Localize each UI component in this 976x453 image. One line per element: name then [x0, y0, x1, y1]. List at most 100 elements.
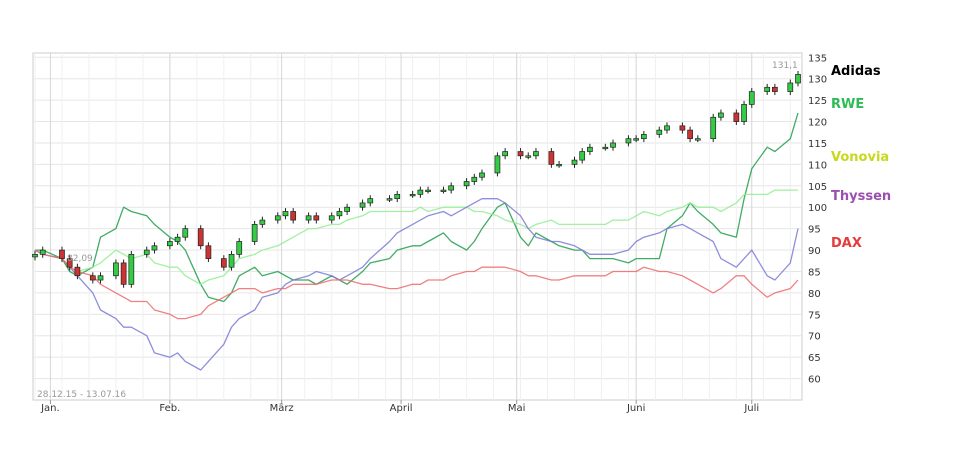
- candle-body: [151, 245, 158, 251]
- candle-body: [440, 189, 447, 192]
- candle-body: [66, 258, 73, 268]
- candle-body: [259, 219, 266, 225]
- y-tick-label: 130: [808, 75, 827, 86]
- candle-body: [764, 86, 771, 92]
- candle-body: [471, 176, 478, 182]
- y-tick-label: 60: [808, 375, 821, 386]
- candle-body: [733, 112, 740, 122]
- candle-body: [463, 181, 470, 187]
- candle-body: [197, 228, 204, 247]
- candle-body: [251, 224, 258, 242]
- series-line-rwe: [35, 112, 799, 303]
- candle-body: [610, 142, 616, 148]
- candle-body: [367, 198, 374, 204]
- candle-body: [336, 211, 343, 217]
- candle-body: [344, 206, 350, 212]
- candle-body: [143, 249, 150, 255]
- candle-body: [359, 202, 366, 208]
- min-value-label: 82,09: [67, 254, 93, 264]
- candle-body: [386, 198, 393, 201]
- candle-body: [633, 138, 640, 141]
- y-tick-label: 115: [808, 139, 827, 150]
- x-tick-label: Juni: [626, 403, 645, 414]
- candle-body: [587, 146, 593, 152]
- candle-body: [602, 146, 609, 150]
- candle-body: [787, 82, 794, 92]
- candle-body: [741, 104, 747, 122]
- candle-body: [32, 253, 38, 258]
- candle-body: [795, 74, 801, 84]
- series-line-dax: [34, 249, 799, 320]
- candle-body: [425, 189, 431, 192]
- candle-body: [494, 155, 501, 174]
- candle-body: [687, 129, 693, 140]
- candle-body: [328, 215, 335, 221]
- candle-body: [579, 151, 586, 161]
- x-tick-label: Juli: [743, 403, 759, 414]
- candle-body: [533, 151, 539, 157]
- series-line-thyssen: [34, 198, 799, 371]
- candle-body: [59, 249, 65, 259]
- candle-body: [128, 253, 135, 285]
- y-tick-label: 125: [808, 96, 827, 107]
- candle-body: [113, 262, 119, 277]
- candle-body: [236, 241, 243, 255]
- candle-body: [417, 189, 424, 195]
- y-tick-label: 70: [808, 332, 821, 343]
- candle-body: [97, 275, 104, 281]
- candle-body: [448, 185, 455, 191]
- candle-body: [290, 211, 297, 221]
- candle-body: [167, 241, 173, 247]
- y-tick-label: 90: [808, 246, 821, 257]
- candle-body: [74, 266, 81, 277]
- candle-body: [656, 129, 663, 135]
- x-tick-label: Jan.: [40, 403, 60, 414]
- legend-label-rwe: RWE: [831, 97, 864, 112]
- candle-body: [39, 249, 46, 255]
- x-tick-label: Feb.: [159, 403, 180, 414]
- candle-body: [182, 228, 189, 238]
- y-axis: 60 65 70 75 80 85 90 95 100 105 110 115 120 125 130 135: [808, 53, 827, 385]
- grid-lines: [33, 53, 802, 400]
- legend-label-thyssen: Thyssen: [831, 189, 891, 204]
- series-line-vonovia: [34, 189, 798, 285]
- candle-body: [120, 262, 127, 285]
- candle-body: [305, 215, 312, 221]
- candle-body: [679, 125, 686, 131]
- x-tick-label: April: [390, 403, 413, 414]
- y-tick-label: 100: [808, 203, 827, 214]
- y-tick-label: 120: [808, 118, 827, 129]
- x-tick-label: März: [270, 403, 294, 414]
- candle-body: [409, 194, 416, 197]
- candlestick-series: [32, 70, 801, 288]
- candle-body: [502, 151, 508, 157]
- candle-body: [228, 253, 235, 268]
- legend: Adidas RWE Vonovia Thyssen DAX: [831, 64, 891, 251]
- candle-body: [282, 211, 289, 217]
- y-tick-label: 65: [808, 353, 821, 364]
- candle-body: [313, 215, 320, 221]
- y-tick-label: 105: [808, 182, 827, 193]
- y-tick-label: 110: [808, 160, 827, 171]
- candle-body: [205, 245, 212, 259]
- candle-body: [748, 91, 755, 105]
- candle-body: [479, 172, 485, 178]
- x-axis: Jan. Feb. März April Mai Juni Juli: [40, 400, 759, 414]
- candle-body: [220, 258, 227, 268]
- y-tick-label: 80: [808, 289, 821, 300]
- candle-body: [556, 164, 562, 167]
- y-tick-label: 135: [808, 53, 827, 64]
- candle-body: [89, 275, 96, 281]
- candle-body: [274, 215, 281, 221]
- legend-label-dax: DAX: [831, 236, 862, 251]
- y-tick-label: 95: [808, 225, 821, 236]
- candle-body: [625, 138, 632, 144]
- candle-body: [641, 134, 647, 140]
- candle-body: [571, 159, 578, 165]
- y-tick-label: 85: [808, 267, 821, 278]
- date-range-label: 28.12.15 - 13.07.16: [37, 390, 126, 400]
- candle-body: [710, 116, 717, 140]
- last-value-label: 131,1: [772, 61, 798, 71]
- x-tick-label: Mai: [508, 403, 526, 414]
